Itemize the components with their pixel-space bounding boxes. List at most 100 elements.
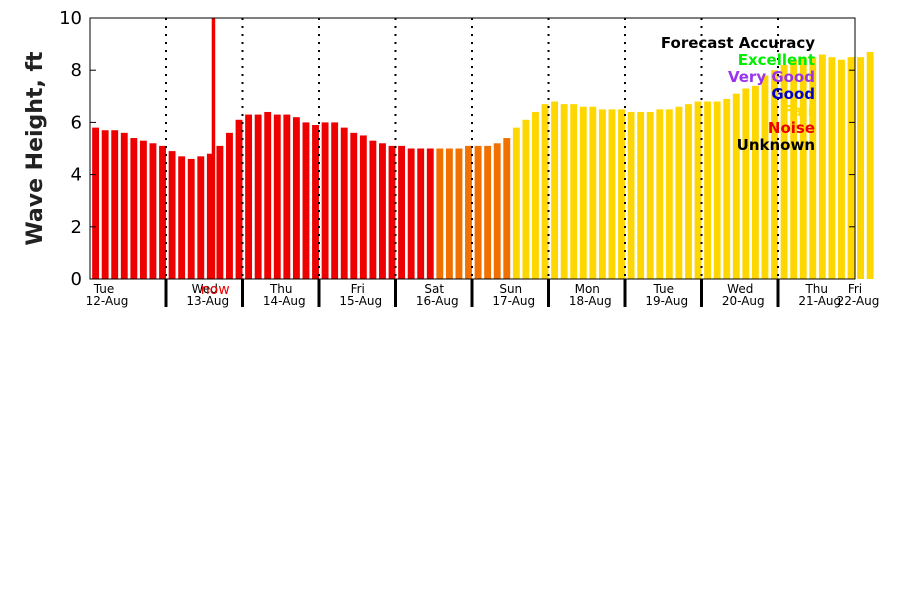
x-date-label: 15-Aug bbox=[339, 294, 382, 308]
x-date-label: 13-Aug bbox=[186, 294, 229, 308]
legend-entry: Good bbox=[771, 85, 815, 103]
bar bbox=[312, 125, 319, 279]
bar bbox=[656, 109, 664, 279]
x-date-label: 19-Aug bbox=[645, 294, 688, 308]
bar bbox=[579, 106, 587, 280]
bar bbox=[111, 130, 119, 279]
bar bbox=[713, 101, 721, 280]
x-date-label: 18-Aug bbox=[569, 294, 612, 308]
bar bbox=[771, 70, 778, 279]
x-day-label: Mon bbox=[575, 282, 600, 296]
bar bbox=[340, 127, 348, 280]
bar bbox=[828, 57, 836, 280]
bar bbox=[369, 140, 377, 279]
bar bbox=[302, 122, 310, 280]
legend-entry: Unknown bbox=[737, 136, 815, 154]
x-day-label: Wed bbox=[192, 282, 218, 296]
x-day-label: Sat bbox=[424, 282, 444, 296]
legend-entry: Fair bbox=[783, 102, 816, 120]
bar bbox=[187, 158, 195, 279]
bar bbox=[197, 156, 205, 279]
bar bbox=[474, 145, 482, 279]
bar bbox=[465, 145, 472, 279]
bar bbox=[618, 109, 625, 279]
bar bbox=[838, 59, 845, 280]
bar bbox=[398, 145, 406, 279]
x-day-label: Sun bbox=[499, 282, 522, 296]
y-tick-label: 2 bbox=[71, 217, 82, 238]
bar bbox=[723, 98, 731, 279]
bar bbox=[92, 127, 100, 280]
bar bbox=[436, 148, 444, 279]
bar bbox=[292, 117, 300, 280]
bar bbox=[321, 122, 329, 280]
bar bbox=[675, 106, 683, 280]
bar bbox=[790, 59, 798, 280]
x-date-label: 22-Aug bbox=[837, 294, 880, 308]
bar bbox=[704, 101, 712, 280]
bar bbox=[350, 132, 358, 279]
bar bbox=[331, 122, 339, 280]
now-label: now bbox=[201, 282, 230, 298]
bar bbox=[646, 111, 654, 280]
bar bbox=[379, 143, 386, 279]
bar bbox=[407, 148, 415, 279]
bar bbox=[522, 119, 530, 279]
x-date-label: 12-Aug bbox=[86, 294, 129, 308]
legend-entry: Excellent bbox=[738, 51, 815, 69]
y-tick-label: 8 bbox=[71, 60, 82, 81]
bar bbox=[216, 145, 224, 279]
bar bbox=[235, 119, 243, 279]
bar bbox=[503, 138, 511, 279]
x-day-label: Fri bbox=[848, 282, 862, 296]
x-date-label: 17-Aug bbox=[492, 294, 535, 308]
bar bbox=[168, 151, 176, 279]
bar bbox=[512, 127, 520, 280]
x-day-label: Wed bbox=[727, 282, 753, 296]
bar bbox=[206, 153, 214, 279]
bar bbox=[484, 145, 492, 279]
bar bbox=[560, 104, 568, 279]
bar bbox=[608, 109, 616, 279]
y-tick-label: 10 bbox=[59, 8, 82, 29]
bar bbox=[426, 148, 434, 279]
bar bbox=[455, 148, 463, 279]
bar bbox=[273, 114, 281, 279]
bar bbox=[847, 57, 855, 280]
bar bbox=[818, 54, 826, 279]
bar bbox=[417, 148, 425, 279]
x-date-label: 20-Aug bbox=[722, 294, 765, 308]
bar bbox=[264, 111, 272, 280]
bar bbox=[598, 109, 606, 279]
bar bbox=[532, 111, 539, 280]
bar bbox=[665, 109, 673, 279]
x-day-label: Tue bbox=[653, 282, 675, 296]
bar bbox=[245, 114, 253, 279]
x-date-label: 21-Aug bbox=[798, 294, 841, 308]
x-date-label: 16-Aug bbox=[416, 294, 459, 308]
bar bbox=[866, 51, 874, 280]
x-day-label: Fri bbox=[351, 282, 365, 296]
legend-title: Forecast Accuracy bbox=[661, 34, 815, 52]
bar bbox=[780, 64, 788, 279]
bar bbox=[159, 145, 166, 279]
plot-area: 0246810Tue12-AugWed13-AugThu14-AugFri15-… bbox=[23, 8, 879, 308]
y-axis-label: Wave Height, ft bbox=[23, 51, 48, 246]
bar bbox=[226, 132, 233, 279]
bar bbox=[283, 114, 291, 279]
bar bbox=[761, 75, 769, 279]
bar bbox=[101, 130, 109, 279]
bar bbox=[751, 85, 759, 279]
bar bbox=[627, 111, 635, 280]
bar bbox=[178, 156, 186, 279]
legend-entry: Very Good bbox=[728, 68, 815, 86]
bar bbox=[551, 101, 559, 280]
bar bbox=[493, 143, 501, 279]
bar bbox=[388, 145, 396, 279]
bar bbox=[685, 104, 692, 279]
bar bbox=[799, 57, 807, 280]
x-day-label: Tue bbox=[93, 282, 115, 296]
y-tick-label: 4 bbox=[71, 165, 82, 186]
bar bbox=[445, 148, 453, 279]
bar bbox=[254, 114, 262, 279]
